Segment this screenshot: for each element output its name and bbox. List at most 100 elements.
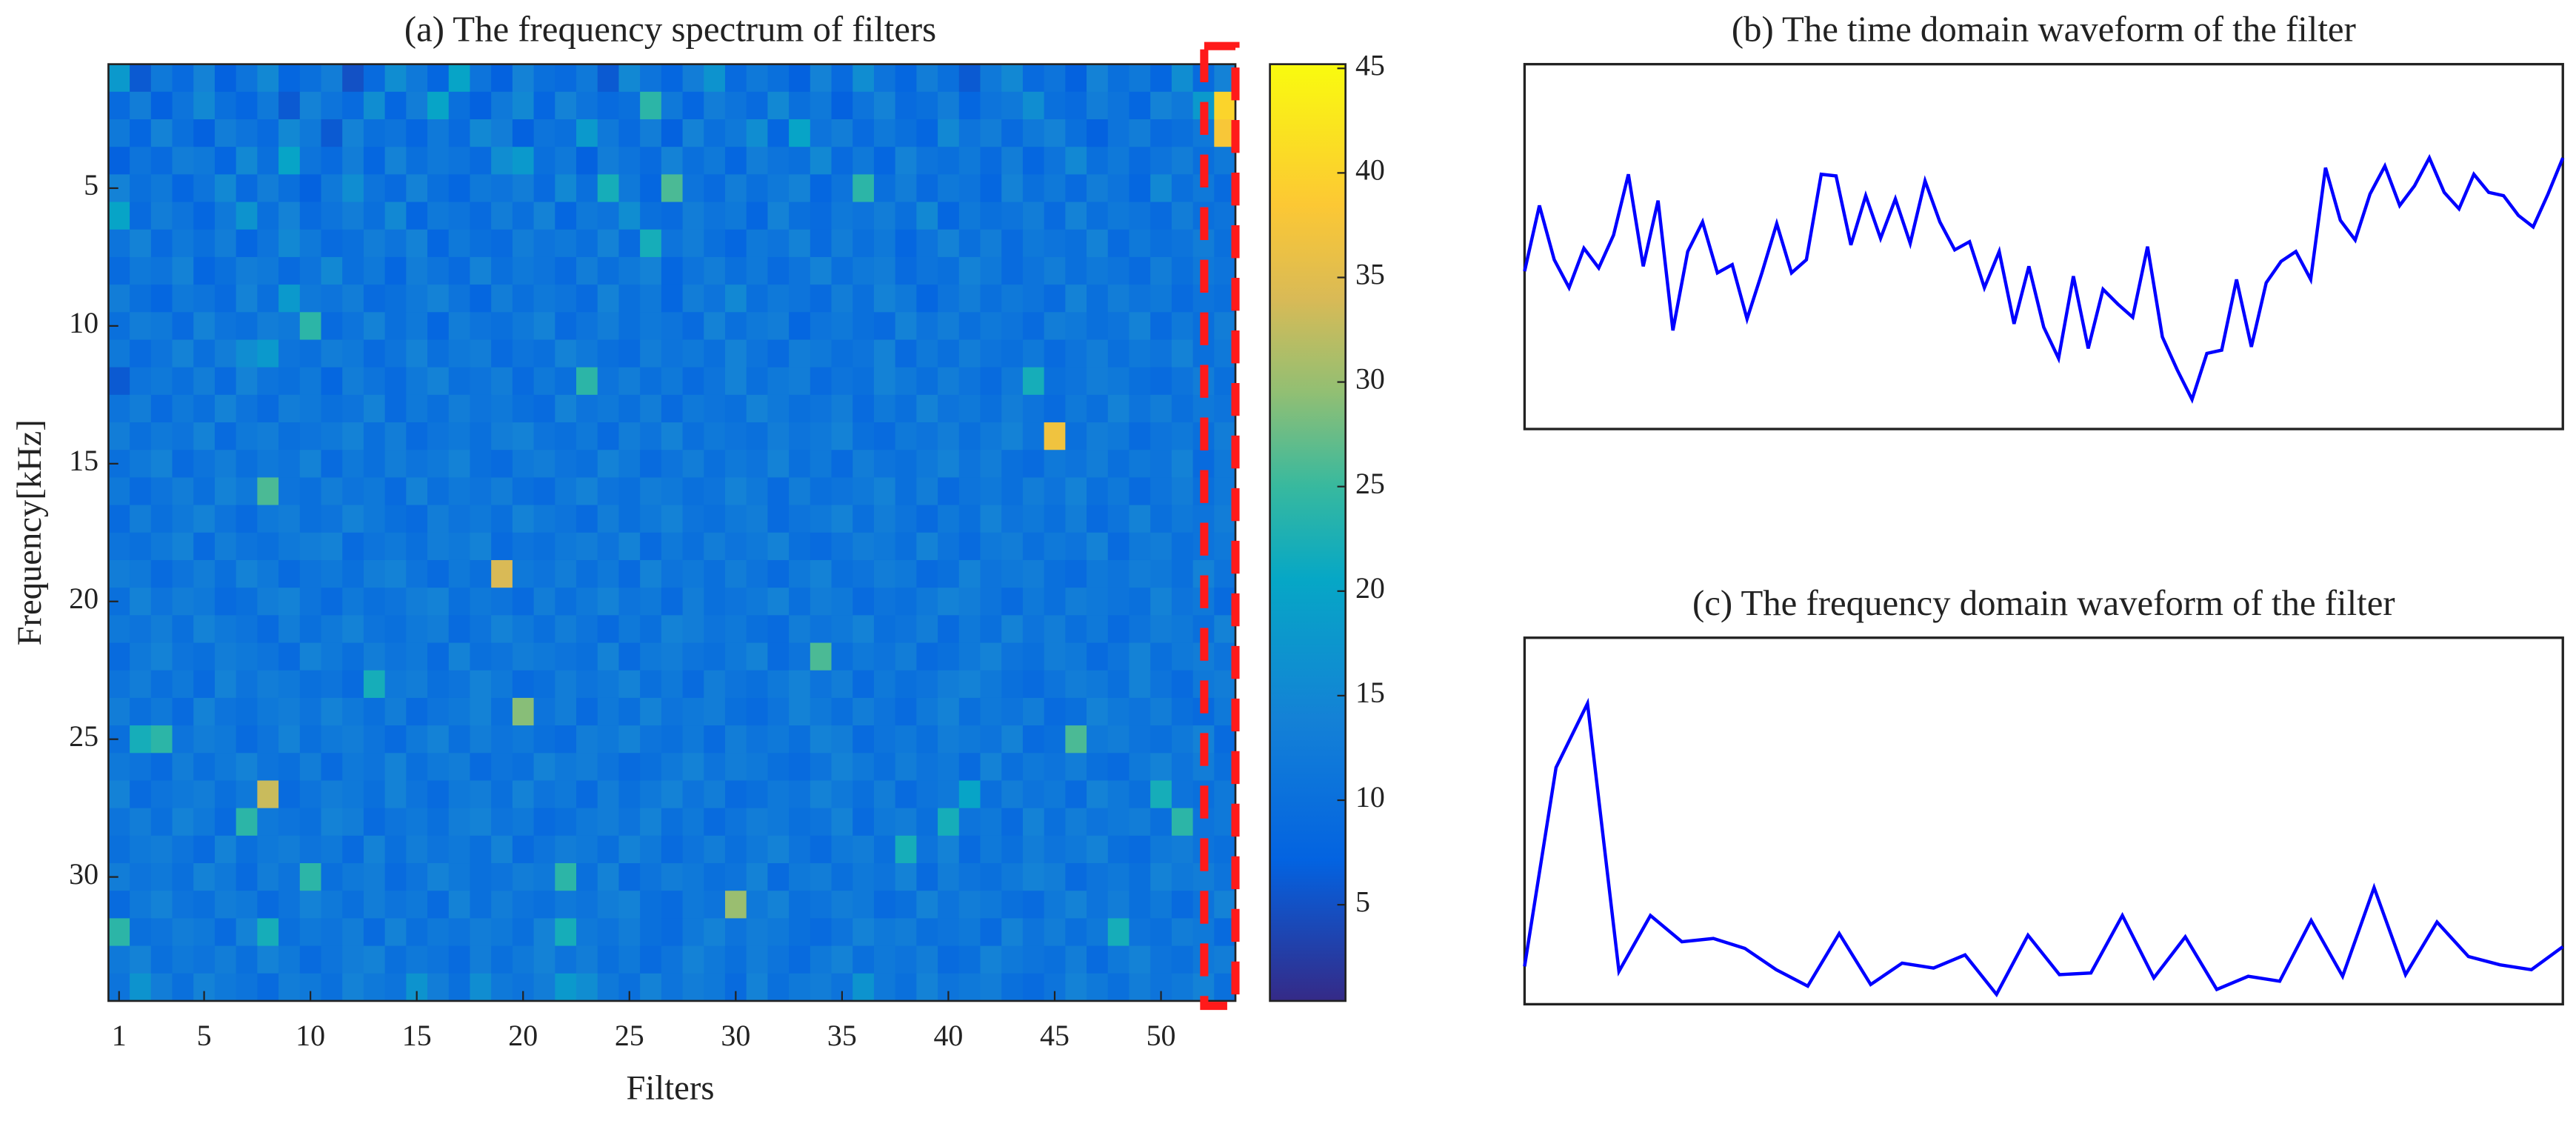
- heatmap-cell: [193, 945, 216, 974]
- heatmap-cell: [1129, 477, 1151, 506]
- heatmap-cell: [555, 147, 577, 176]
- heatmap-cell: [916, 725, 938, 754]
- heatmap-cell: [1129, 863, 1151, 891]
- heatmap-cell: [1022, 174, 1045, 203]
- heatmap-cell: [724, 256, 747, 285]
- heatmap-cell: [831, 147, 853, 176]
- heatmap-cell: [448, 450, 471, 479]
- heatmap-cell: [491, 532, 513, 561]
- heatmap-cell: [406, 780, 428, 809]
- heatmap-cell: [704, 505, 726, 533]
- heatmap-cell: [214, 202, 237, 230]
- y-tick-label: 25: [69, 719, 99, 753]
- heatmap-cell: [172, 918, 194, 947]
- plots: 1 5 10 15 20 25 30 35 40 45 5051015202530510152025…: [69, 41, 2565, 1052]
- heatmap-cell: [895, 945, 918, 974]
- heatmap-cell: [427, 312, 450, 341]
- heatmap-cell: [1129, 119, 1151, 147]
- line: [1523, 697, 2564, 998]
- heatmap-cell: [958, 147, 981, 176]
- heatmap-cell: [810, 394, 832, 423]
- heatmap-cell: [916, 394, 938, 423]
- heatmap-cell: [661, 312, 684, 341]
- heatmap-cell: [831, 229, 853, 258]
- heatmap-cell: [427, 615, 450, 644]
- heatmap-cell: [1171, 450, 1194, 479]
- heatmap-cell: [916, 450, 938, 479]
- heatmap-cell: [512, 64, 535, 93]
- heatmap-cell: [555, 615, 577, 644]
- heatmap-cell: [470, 91, 492, 120]
- heatmap-cell: [1107, 91, 1130, 120]
- heatmap-cell: [130, 697, 152, 726]
- heatmap-cell: [470, 863, 492, 891]
- heatmap-cell: [916, 670, 938, 699]
- heatmap-cell: [299, 670, 322, 699]
- heatmap-cell: [384, 835, 407, 864]
- x-tick-label: 35: [827, 1019, 857, 1052]
- heatmap-cell: [193, 725, 216, 754]
- heatmap-cell: [555, 202, 577, 230]
- heatmap-cell: [236, 367, 258, 396]
- heatmap-cell: [873, 394, 896, 423]
- heatmap-cell: [1001, 973, 1024, 1002]
- heatmap-cell: [236, 559, 258, 588]
- heatmap-cell: [980, 450, 1002, 479]
- heatmap-cell: [1001, 422, 1024, 450]
- heatmap-cell: [384, 615, 407, 644]
- heatmap-cell: [321, 973, 343, 1002]
- heatmap-cell: [831, 670, 853, 699]
- heatmap-cell: [1022, 945, 1045, 974]
- heatmap-cell: [299, 808, 322, 836]
- heatmap-cell: [1001, 174, 1024, 203]
- heatmap-cell: [342, 64, 364, 93]
- heatmap-cell: [342, 394, 364, 423]
- heatmap-cell: [852, 64, 875, 93]
- heatmap-cell: [1129, 367, 1151, 396]
- heatmap-cell: [470, 64, 492, 93]
- heatmap-cell: [342, 477, 364, 506]
- heatmap-cell: [916, 697, 938, 726]
- heatmap-cell: [895, 312, 918, 341]
- heatmap-cell: [491, 835, 513, 864]
- heatmap-cell: [384, 367, 407, 396]
- heatmap-cell: [491, 918, 513, 947]
- heatmap-cell: [257, 91, 279, 120]
- heatmap-cell: [533, 973, 555, 1002]
- heatmap-cell: [958, 477, 981, 506]
- heatmap-cell: [448, 202, 471, 230]
- heatmap-cell: [448, 64, 471, 93]
- heatmap-cell: [1022, 450, 1045, 479]
- heatmap-cell: [1150, 477, 1172, 506]
- heatmap-cell: [810, 808, 832, 836]
- heatmap-cell: [491, 725, 513, 754]
- heatmap-cell: [852, 835, 875, 864]
- heatmap-cell: [1171, 505, 1194, 533]
- heatmap-cell: [491, 312, 513, 341]
- heatmap-cell: [682, 339, 704, 368]
- heatmap-cell: [831, 256, 853, 285]
- heatmap-cell: [704, 229, 726, 258]
- heatmap-cell: [767, 891, 790, 919]
- heatmap-cell: [576, 835, 598, 864]
- heatmap-cell: [1087, 119, 1109, 147]
- heatmap-cell: [1044, 918, 1067, 947]
- heatmap-cell: [640, 256, 662, 285]
- heatmap-cell: [789, 147, 811, 176]
- heatmap-cell: [512, 450, 535, 479]
- heatmap-cell: [746, 285, 769, 313]
- heatmap-cell: [512, 532, 535, 561]
- heatmap-cell: [576, 532, 598, 561]
- colorbar: [1269, 63, 1347, 1002]
- heatmap-cell: [1107, 64, 1130, 93]
- heatmap-cell: [427, 780, 450, 809]
- heatmap-cell: [299, 367, 322, 396]
- heatmap-cell: [108, 891, 130, 919]
- heatmap-cell: [448, 697, 471, 726]
- heatmap-cell: [682, 450, 704, 479]
- heatmap-cell: [618, 615, 641, 644]
- heatmap-cell: [1065, 532, 1087, 561]
- heatmap-cell: [916, 202, 938, 230]
- heatmap-cell: [852, 808, 875, 836]
- heatmap-cell: [938, 808, 960, 836]
